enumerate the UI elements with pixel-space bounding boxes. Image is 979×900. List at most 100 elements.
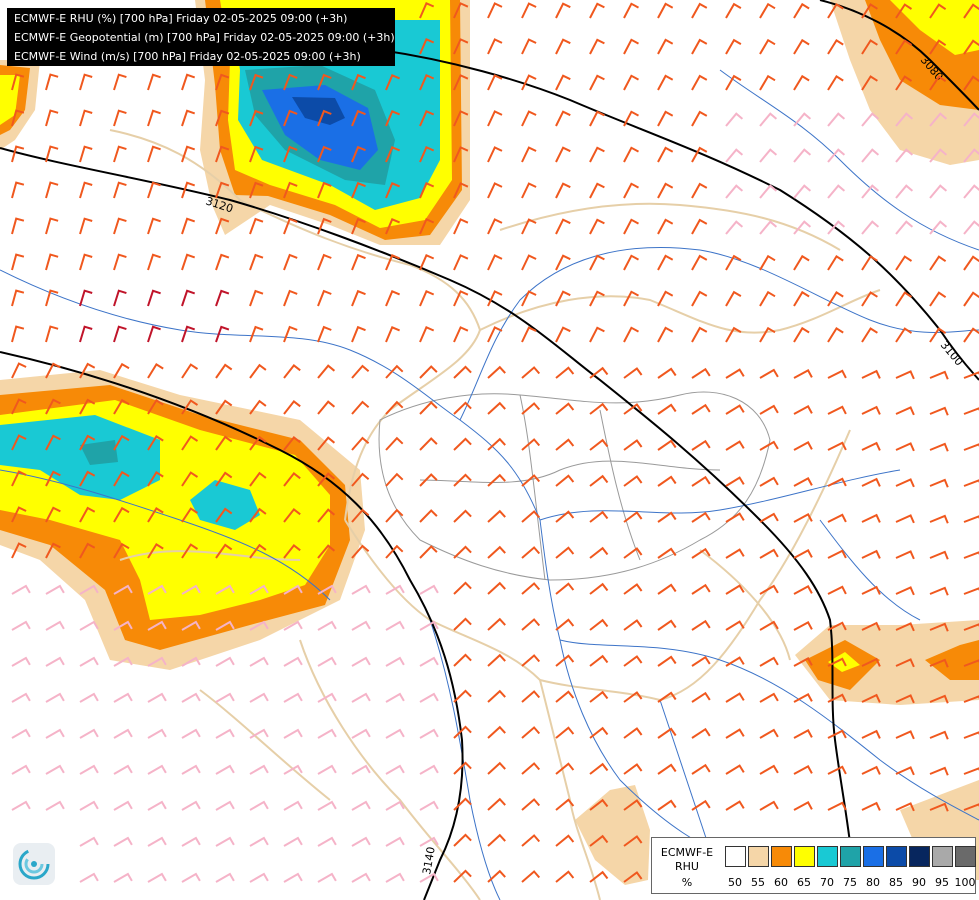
wind-barb (793, 441, 813, 451)
wind-barb (725, 38, 742, 55)
wind-barb (487, 38, 503, 55)
wind-barb (11, 217, 25, 235)
wind-barb (385, 400, 404, 415)
wind-barb (249, 435, 267, 451)
wind-barb (249, 471, 267, 487)
legend-swatch (817, 846, 838, 867)
wind-barb (521, 218, 537, 235)
wind-barb (113, 109, 127, 127)
wind-barb (895, 39, 913, 55)
wind-barb (589, 2, 605, 19)
wind-barb (351, 544, 370, 559)
wind-barb (419, 1, 435, 19)
wind-barb (589, 798, 609, 811)
wind-barb (657, 110, 674, 127)
wind-barb (861, 441, 881, 451)
wind-barb (895, 802, 915, 812)
wind-barb (45, 253, 59, 271)
wind-barb (623, 146, 639, 163)
wind-barb (827, 75, 844, 91)
wind-barb (623, 475, 643, 487)
wind-barb (929, 148, 948, 163)
wind-barb (181, 764, 201, 775)
wind-barb (283, 217, 298, 235)
wind-barb (555, 146, 571, 163)
wind-barb (351, 472, 370, 487)
wind-barb (79, 181, 93, 199)
wind-barb (113, 692, 133, 703)
wind-barb (589, 834, 609, 847)
wind-barb (215, 435, 233, 451)
wind-barb (453, 545, 472, 559)
wind-barb (385, 109, 400, 127)
wind-barb (691, 583, 711, 595)
wind-barb (385, 692, 405, 703)
wind-barb (487, 74, 503, 91)
wind-barb (487, 2, 503, 19)
wind-barb (759, 800, 779, 811)
wind-barb (351, 436, 370, 451)
wind-barb (725, 326, 742, 343)
wind-barb (181, 73, 196, 91)
wind-barb (351, 508, 370, 523)
wind-barb (759, 254, 776, 271)
wind-barb (589, 290, 605, 307)
wind-barb (453, 254, 469, 271)
legend-unit: % (681, 876, 693, 889)
wind-barb (623, 691, 643, 703)
wind-barb (453, 146, 469, 163)
wind-barb (929, 514, 949, 524)
wind-barb (623, 182, 639, 199)
wind-barb (827, 369, 847, 379)
wind-barb (963, 623, 979, 631)
wind-barb (215, 728, 235, 739)
wind-barb (827, 327, 844, 343)
wind-barb (419, 437, 438, 451)
wind-barb (45, 73, 59, 91)
wind-barb (147, 399, 164, 415)
wind-barb (113, 217, 127, 235)
wind-barb (861, 369, 881, 379)
wind-barb (691, 691, 711, 703)
wind-barb (827, 729, 847, 739)
wind-barb (589, 474, 609, 487)
wind-barb (113, 764, 133, 775)
legend-swatch (932, 846, 953, 867)
wind-barb (793, 621, 813, 631)
legend-title-model: ECMWF-E (660, 846, 714, 859)
wind-barb (283, 620, 303, 631)
wind-barb (385, 145, 400, 163)
wind-barb (283, 656, 303, 667)
wind-barb (453, 365, 472, 379)
wind-barb (45, 656, 65, 667)
wind-barb (385, 800, 405, 811)
wind-barb (215, 253, 230, 271)
wind-barb (11, 764, 31, 775)
wind-barb (657, 2, 674, 19)
wind-barb (317, 728, 337, 739)
wind-barb (215, 73, 230, 91)
wind-barb (419, 656, 439, 667)
wind-barb (147, 471, 164, 487)
wind-barb (487, 617, 506, 631)
wind-barb (453, 437, 472, 451)
wind-barb (521, 510, 541, 523)
wind-barb (929, 730, 949, 740)
wind-barb (249, 692, 269, 703)
wind-barb (249, 109, 264, 127)
wind-barb (657, 403, 677, 415)
wind-barb (929, 39, 947, 55)
wind-barb (113, 398, 130, 415)
wind-barb (589, 726, 609, 739)
wind-barb (929, 586, 949, 596)
wind-barb (793, 585, 813, 595)
wind-barb (283, 584, 303, 595)
wind-barb (181, 584, 201, 595)
wind-barb (249, 507, 267, 523)
wind-barb (521, 402, 541, 415)
wind-barb (317, 544, 336, 559)
wind-barb (827, 3, 844, 19)
wind-barb (317, 800, 337, 811)
wind-barb (725, 656, 745, 667)
wind-barb (895, 112, 914, 127)
